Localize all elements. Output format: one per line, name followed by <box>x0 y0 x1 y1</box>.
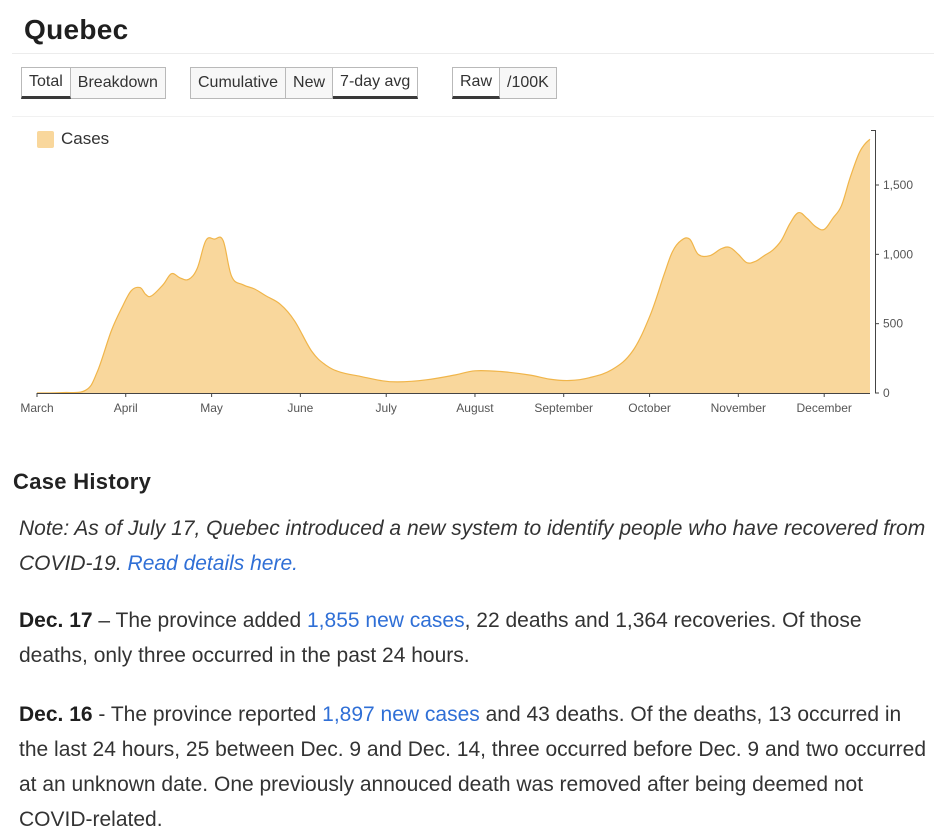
x-tick-label: March <box>20 401 53 415</box>
history-entry: Dec. 16 - The province reported 1,897 ne… <box>19 697 931 837</box>
scale-toggle-group: Raw /100K <box>452 67 557 99</box>
total-button[interactable]: Total <box>21 67 71 99</box>
x-tick-label: August <box>456 401 494 415</box>
breakdown-button[interactable]: Breakdown <box>70 67 166 99</box>
x-tick-label: November <box>711 401 766 415</box>
x-tick-label: December <box>797 401 852 415</box>
x-tick-label: April <box>114 401 138 415</box>
x-tick-label: September <box>534 401 593 415</box>
read-details-link[interactable]: Read details here. <box>127 552 298 575</box>
legend-swatch <box>37 130 54 148</box>
entry-date: Dec. 16 <box>19 703 93 726</box>
x-tick-label: October <box>628 401 671 415</box>
new-button[interactable]: New <box>286 67 334 99</box>
entry-text-pre: – The province added <box>92 609 307 632</box>
x-tick-label: June <box>287 401 313 415</box>
legend-label: Cases <box>61 129 110 148</box>
y-tick-label: 500 <box>883 317 903 331</box>
cases-chart: March April May June July August September Octo… <box>20 130 913 415</box>
entry-text-post: and 43 deaths. Of the deaths, 13 occurre… <box>19 703 927 831</box>
new-cases-link[interactable]: 1,855 new cases <box>307 609 465 632</box>
cases-line <box>36 138 871 394</box>
x-tick-label: May <box>200 401 223 415</box>
per-100k-button[interactable]: /100K <box>500 67 557 99</box>
y-tick-label: 1,000 <box>883 247 913 261</box>
new-cases-link[interactable]: 1,897 new cases <box>322 703 480 726</box>
entry-text-post: , 22 deaths and 1,364 recoveries. Of tho… <box>19 609 862 667</box>
case-history-title: Case History <box>13 469 152 494</box>
y-tick-label: 1,500 <box>883 178 913 192</box>
chart-legend: Cases <box>37 129 109 149</box>
y-tick-label: 0 <box>883 386 890 400</box>
page-title: Quebec <box>24 14 129 45</box>
x-tick-label: July <box>376 401 397 415</box>
cumulative-button[interactable]: Cumulative <box>190 67 287 99</box>
metric-toggle-group: Cumulative New 7-day avg <box>190 67 419 99</box>
raw-button[interactable]: Raw <box>452 67 501 99</box>
history-note: Note: As of July 17, Quebec introduced a… <box>19 511 931 581</box>
entry-date: Dec. 17 <box>19 609 93 632</box>
history-entry: Dec. 17 – The province added 1,855 new c… <box>19 603 931 673</box>
title-divider <box>12 53 934 54</box>
controls-divider <box>12 116 934 117</box>
cases-area <box>37 139 870 393</box>
seven-day-avg-button[interactable]: 7-day avg <box>333 67 419 99</box>
note-text: Note: As of July 17, Quebec introduced a… <box>19 517 926 575</box>
entry-text-pre: - The province reported <box>92 703 323 726</box>
view-toggle-group: Total Breakdown <box>21 67 166 99</box>
